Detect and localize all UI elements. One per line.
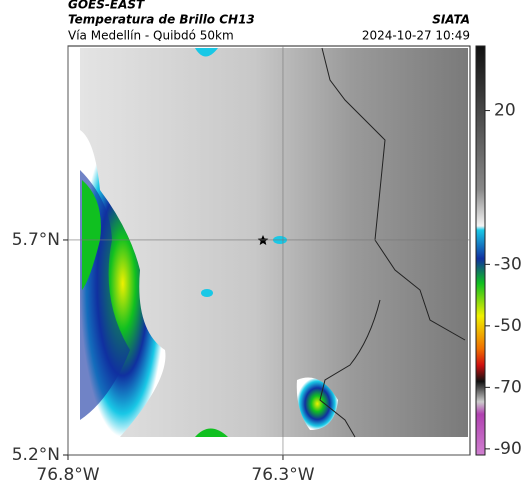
colorbar-label: -90: [494, 439, 522, 459]
title: Temperatura de Brillo CH13: [68, 13, 255, 27]
y-tick-label: 5.7°N: [12, 230, 60, 250]
datetime: 2024-10-27 10:49: [362, 29, 470, 43]
colorbar-label: 20: [494, 101, 516, 121]
y-tick-label: 5.2°N: [12, 445, 60, 465]
route: Vía Medellín - Quibdó 50km: [68, 29, 234, 43]
source: GOES-EAST: [68, 0, 145, 12]
colorbar-label: -70: [494, 377, 522, 397]
colorbar: [475, 45, 486, 456]
colorbar-label: -50: [494, 316, 522, 336]
colorbar-label: -30: [494, 254, 522, 274]
org: SIATA: [432, 13, 470, 27]
x-tick-label: 76.8°W: [36, 465, 99, 485]
x-tick-label: 76.3°W: [251, 465, 314, 485]
map-imagery: [80, 47, 468, 438]
